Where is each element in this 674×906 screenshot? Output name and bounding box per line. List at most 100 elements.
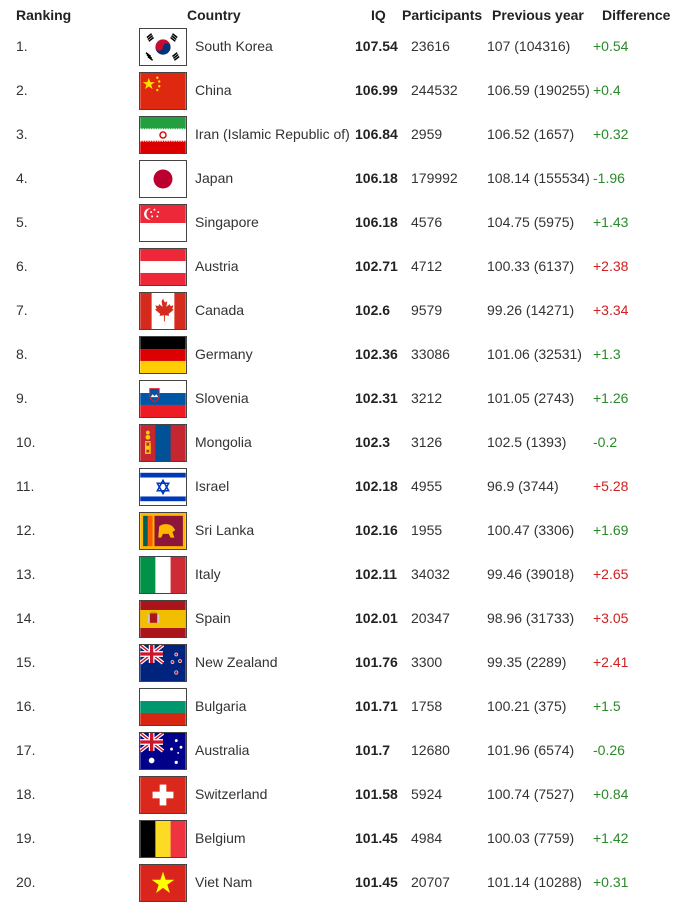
difference-cell: +1.26: [593, 390, 629, 406]
iq-cell: 106.99: [355, 82, 398, 98]
table-row: 20. Viet Nam 101.45 20707 101.14 (10288) +0.3…: [0, 862, 674, 906]
country-cell: Spain: [195, 610, 231, 626]
iq-cell: 102.3: [355, 434, 391, 450]
rank-cell: 13.: [16, 566, 36, 582]
rank-cell: 7.: [16, 302, 28, 318]
participants-cell: 12680: [411, 742, 450, 758]
country-cell: Australia: [195, 742, 250, 758]
previous-year-cell: 101.05 (2743): [487, 390, 575, 406]
country-cell: Sri Lanka: [195, 522, 255, 538]
italy-flag-icon: [139, 556, 187, 594]
rank-cell: 5.: [16, 214, 28, 230]
canada-flag-icon: [139, 292, 187, 330]
rank-cell: 15.: [16, 654, 36, 670]
previous-year-cell: 102.5 (1393): [487, 434, 567, 450]
difference-cell: +0.32: [593, 126, 629, 142]
country-cell: Switzerland: [195, 786, 268, 802]
table-row: 17. Australia 101.7 12680 101.96 (6574) -0.26: [0, 730, 674, 774]
previous-year-cell: 100.21 (375): [487, 698, 567, 714]
rank-cell: 14.: [16, 610, 36, 626]
table-row: 10. Mongolia 102.3 3126 102.5 (1393) -0.2: [0, 422, 674, 466]
iq-cell: 107.54: [355, 38, 398, 54]
iq-cell: 102.01: [355, 610, 398, 626]
header-difference: Difference: [602, 7, 671, 23]
difference-cell: +0.31: [593, 874, 629, 890]
participants-cell: 4576: [411, 214, 443, 230]
previous-year-cell: 99.35 (2289): [487, 654, 567, 670]
country-cell: China: [195, 82, 232, 98]
country-cell: New Zealand: [195, 654, 278, 670]
iq-cell: 101.76: [355, 654, 398, 670]
difference-cell: +0.4: [593, 82, 621, 98]
table-row: 1. South Korea 107.54 23616 107 (104316) +0.5…: [0, 26, 674, 70]
difference-cell: -0.26: [593, 742, 625, 758]
table-row: 18. Switzerland 101.58 5924 100.74 (7527) +0.…: [0, 774, 674, 818]
table-row: 16. Bulgaria 101.71 1758 100.21 (375) +1.5: [0, 686, 674, 730]
difference-cell: +3.05: [593, 610, 629, 626]
previous-year-cell: 99.46 (39018): [487, 566, 575, 582]
previous-year-cell: 101.06 (32531): [487, 346, 582, 362]
previous-year-cell: 100.33 (6137): [487, 258, 575, 274]
mongolia-flag-icon: [139, 424, 187, 462]
country-cell: Viet Nam: [195, 874, 253, 890]
country-cell: Canada: [195, 302, 245, 318]
difference-cell: -1.96: [593, 170, 625, 186]
participants-cell: 33086: [411, 346, 450, 362]
australia-flag-icon: [139, 732, 187, 770]
difference-cell: +5.28: [593, 478, 629, 494]
rank-cell: 10.: [16, 434, 36, 450]
austria-flag-icon: [139, 248, 187, 286]
previous-year-cell: 108.14 (155534): [487, 170, 590, 186]
previous-year-cell: 100.47 (3306): [487, 522, 575, 538]
previous-year-cell: 100.03 (7759): [487, 830, 575, 846]
bulgaria-flag-icon: [139, 688, 187, 726]
table-row: 4. Japan 106.18 179992 108.14 (155534) -1.96: [0, 158, 674, 202]
country-cell: Mongolia: [195, 434, 252, 450]
participants-cell: 179992: [411, 170, 458, 186]
participants-cell: 4955: [411, 478, 443, 494]
israel-flag-icon: [139, 468, 187, 506]
country-cell: Italy: [195, 566, 221, 582]
iq-cell: 102.6: [355, 302, 391, 318]
difference-cell: +2.65: [593, 566, 629, 582]
previous-year-cell: 107 (104316): [487, 38, 571, 54]
singapore-flag-icon: [139, 204, 187, 242]
table-row: 3. Iran (Islamic Republic of) 106.84 2959 10…: [0, 114, 674, 158]
difference-cell: +2.38: [593, 258, 629, 274]
rank-cell: 2.: [16, 82, 28, 98]
iq-cell: 102.16: [355, 522, 398, 538]
rank-cell: 17.: [16, 742, 36, 758]
participants-cell: 2959: [411, 126, 443, 142]
difference-cell: +1.69: [593, 522, 629, 538]
switzerland-flag-icon: [139, 776, 187, 814]
iran-flag-icon: [139, 116, 187, 154]
header-participants: Participants: [402, 7, 483, 23]
table-row: 19. Belgium 101.45 4984 100.03 (7759) +1.42: [0, 818, 674, 862]
rank-cell: 8.: [16, 346, 28, 362]
rank-cell: 9.: [16, 390, 28, 406]
iq-cell: 106.18: [355, 214, 398, 230]
iq-cell: 102.36: [355, 346, 398, 362]
country-cell: Belgium: [195, 830, 246, 846]
rank-cell: 16.: [16, 698, 36, 714]
participants-cell: 23616: [411, 38, 450, 54]
previous-year-cell: 98.96 (31733): [487, 610, 575, 626]
belgium-flag-icon: [139, 820, 187, 858]
participants-cell: 3126: [411, 434, 443, 450]
iq-cell: 102.18: [355, 478, 398, 494]
table-row: 7. Canada 102.6 9579 99.26 (14271) +3.34: [0, 290, 674, 334]
participants-cell: 1955: [411, 522, 443, 538]
table-row: 6. Austria 102.71 4712 100.33 (6137) +2.38: [0, 246, 674, 290]
country-cell: Bulgaria: [195, 698, 247, 714]
difference-cell: +0.54: [593, 38, 629, 54]
table-row: 12. Sri Lanka 102.16 1955 100.47 (3306) +1.69: [0, 510, 674, 554]
slovenia-flag-icon: [139, 380, 187, 418]
country-cell: Japan: [195, 170, 234, 186]
rank-cell: 4.: [16, 170, 28, 186]
rank-cell: 12.: [16, 522, 36, 538]
country-cell: Israel: [195, 478, 230, 494]
iq-cell: 101.58: [355, 786, 398, 802]
south-korea-flag-icon: [139, 28, 187, 66]
difference-cell: +1.3: [593, 346, 621, 362]
viet-nam-flag-icon: [139, 864, 187, 902]
